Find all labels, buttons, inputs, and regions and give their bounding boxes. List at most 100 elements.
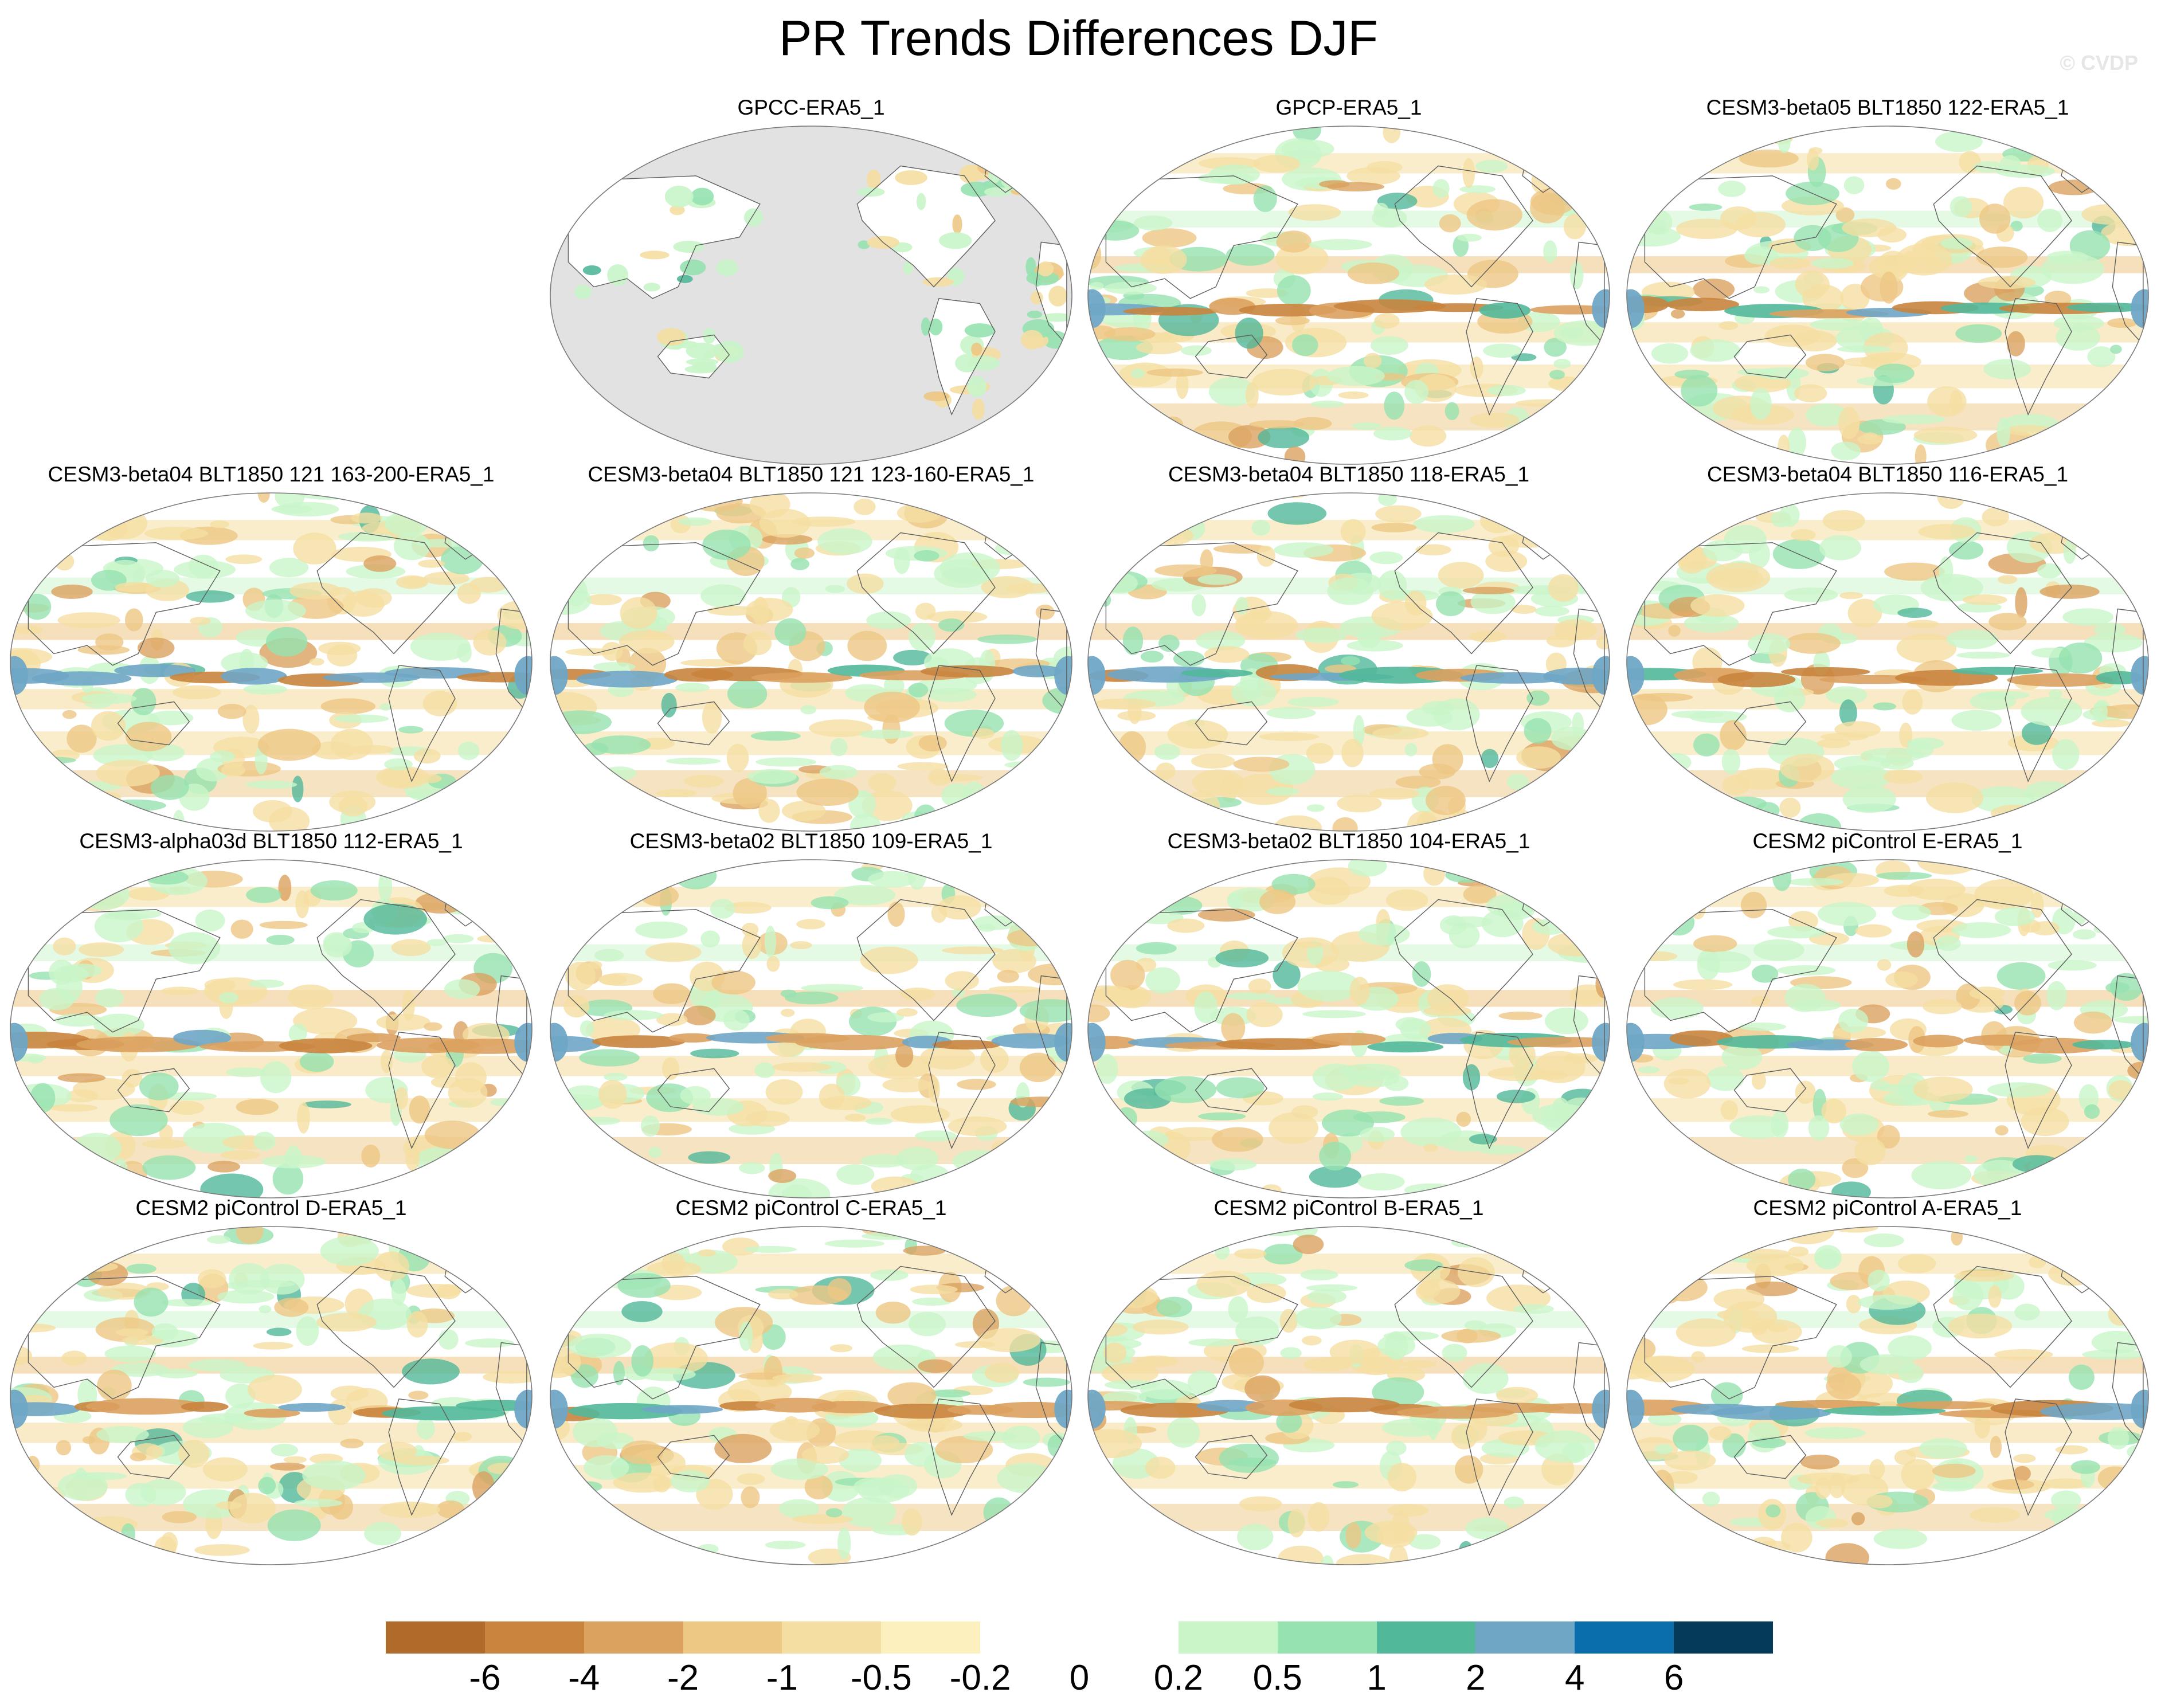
trend-blob — [1755, 802, 1780, 819]
trend-blob — [122, 1335, 164, 1345]
trend-blob — [111, 1362, 169, 1377]
edge-wet-spot — [514, 1389, 532, 1429]
trend-blob — [1721, 1044, 1763, 1070]
trend-blob — [1811, 258, 1854, 269]
trend-blob — [1838, 407, 1860, 440]
edge-wet-spot — [1054, 1023, 1072, 1062]
trend-blob — [406, 1311, 428, 1338]
trend-blob — [53, 937, 76, 955]
trend-blob — [245, 780, 297, 789]
trend-streak — [795, 1035, 910, 1051]
trend-blob — [363, 903, 427, 935]
trend-blob — [472, 1471, 495, 1503]
trend-streak — [641, 1405, 723, 1414]
map-border — [550, 126, 1072, 465]
trend-blob — [441, 544, 484, 574]
trend-blob — [1467, 1415, 1487, 1441]
trend-blob — [204, 978, 236, 992]
trend-blob — [1252, 369, 1317, 395]
trend-blob — [1987, 1082, 2051, 1098]
trend-blob — [207, 1235, 231, 1244]
trend-blob — [558, 1094, 604, 1110]
coastline-south-america — [928, 665, 996, 783]
colorbar-tick-label: 4 — [1565, 1658, 1585, 1698]
trend-blob — [941, 783, 973, 808]
trend-blob — [194, 1544, 250, 1556]
trend-blob — [297, 1102, 310, 1134]
trend-blob — [859, 729, 914, 739]
trend-blob — [1095, 335, 1153, 361]
trend-blob — [1306, 1284, 1358, 1292]
panel-title: CESM2 piControl C-ERA5_1 — [675, 1196, 947, 1220]
trend-blob — [1433, 698, 1480, 731]
trend-blob — [1650, 997, 1704, 1020]
trend-blob — [1977, 691, 2030, 700]
trend-blob — [827, 1278, 852, 1301]
coastline-south-america — [1466, 298, 1533, 416]
trend-blob — [1654, 1444, 1673, 1455]
trend-blob — [1780, 754, 1835, 782]
trend-blob — [1839, 1113, 1879, 1136]
trend-blob — [926, 610, 988, 624]
trend-blob — [1023, 1377, 1071, 1387]
colorbar-tick-label: -4 — [568, 1658, 600, 1698]
trend-blob — [1340, 656, 1360, 666]
trend-blob — [1176, 371, 1189, 399]
trend-blob — [1048, 285, 1068, 307]
colorbar-swatch — [980, 1621, 1080, 1654]
trend-blob — [1496, 1386, 1539, 1404]
map-panel: CESM3-beta04 BLT1850 121 163-200-ERA5_1 — [2, 461, 541, 832]
trend-streak — [1896, 1401, 1995, 1409]
trend-blob — [217, 704, 246, 719]
trend-blob — [1154, 1076, 1217, 1103]
trend-blob — [897, 762, 949, 771]
trend-blob — [601, 642, 623, 661]
trend-blob — [219, 992, 238, 1004]
trend-blob — [1988, 1285, 2002, 1308]
trend-blob — [802, 1445, 849, 1464]
trend-blob — [2082, 1349, 2146, 1360]
trend-blob — [604, 1010, 663, 1021]
trend-blob — [568, 1334, 632, 1358]
trend-streak — [32, 671, 132, 686]
trend-blob — [1718, 181, 1746, 197]
trend-blob — [830, 738, 848, 757]
trend-blob — [253, 800, 293, 823]
trend-blob — [640, 1115, 660, 1137]
trend-blob — [1684, 613, 1739, 633]
trend-blob — [1835, 207, 1855, 222]
trend-blob — [197, 1269, 226, 1288]
trend-blob — [1982, 507, 2009, 527]
trend-blob — [1995, 164, 2056, 178]
edge-wet-spot — [1627, 656, 1645, 695]
trend-blob — [245, 600, 306, 622]
trend-streak — [1781, 667, 1870, 677]
trend-streak — [592, 1035, 686, 1048]
edge-wet-spot — [514, 1023, 532, 1062]
trend-blob — [1949, 390, 1963, 414]
trend-blob — [1194, 991, 1218, 1024]
trend-blob — [621, 1440, 664, 1464]
trend-blob — [711, 970, 755, 995]
trend-blob — [702, 529, 751, 561]
trend-blob — [602, 766, 637, 781]
trend-blob — [563, 995, 590, 1018]
trend-blob — [929, 774, 984, 782]
trend-blob — [690, 1048, 739, 1059]
trend-blob — [1239, 1496, 1282, 1511]
trend-blob — [1088, 1429, 1142, 1459]
trend-blob — [1882, 414, 1945, 424]
trend-blob — [82, 1436, 96, 1444]
trend-blob — [866, 611, 911, 629]
trend-blob — [596, 1432, 635, 1450]
trend-blob — [1225, 992, 1276, 1000]
coastlines — [567, 1246, 1067, 1517]
trend-streak — [244, 1408, 300, 1418]
trend-blob — [1374, 313, 1400, 329]
panel-map — [10, 492, 533, 832]
trend-blob — [984, 1362, 1020, 1383]
trend-streak — [2007, 673, 2113, 687]
trend-blob — [56, 970, 83, 1002]
trend-blob — [1340, 519, 1366, 544]
trend-blob — [1307, 1502, 1330, 1532]
